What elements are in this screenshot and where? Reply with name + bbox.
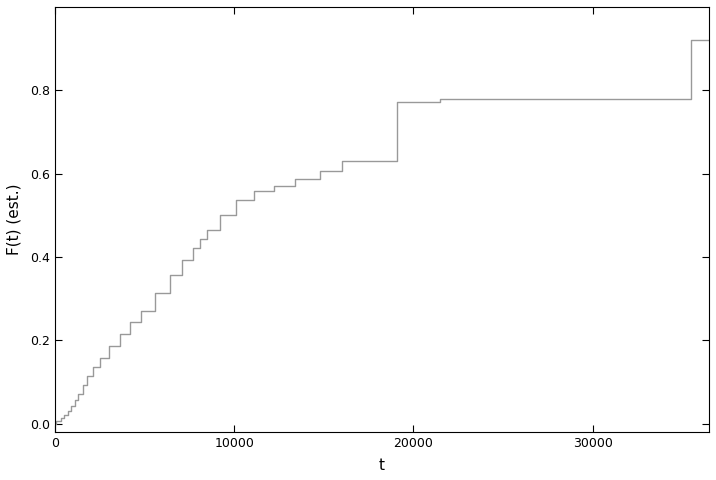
- X-axis label: t: t: [379, 458, 385, 473]
- Y-axis label: F(t) (est.): F(t) (est.): [7, 184, 22, 255]
